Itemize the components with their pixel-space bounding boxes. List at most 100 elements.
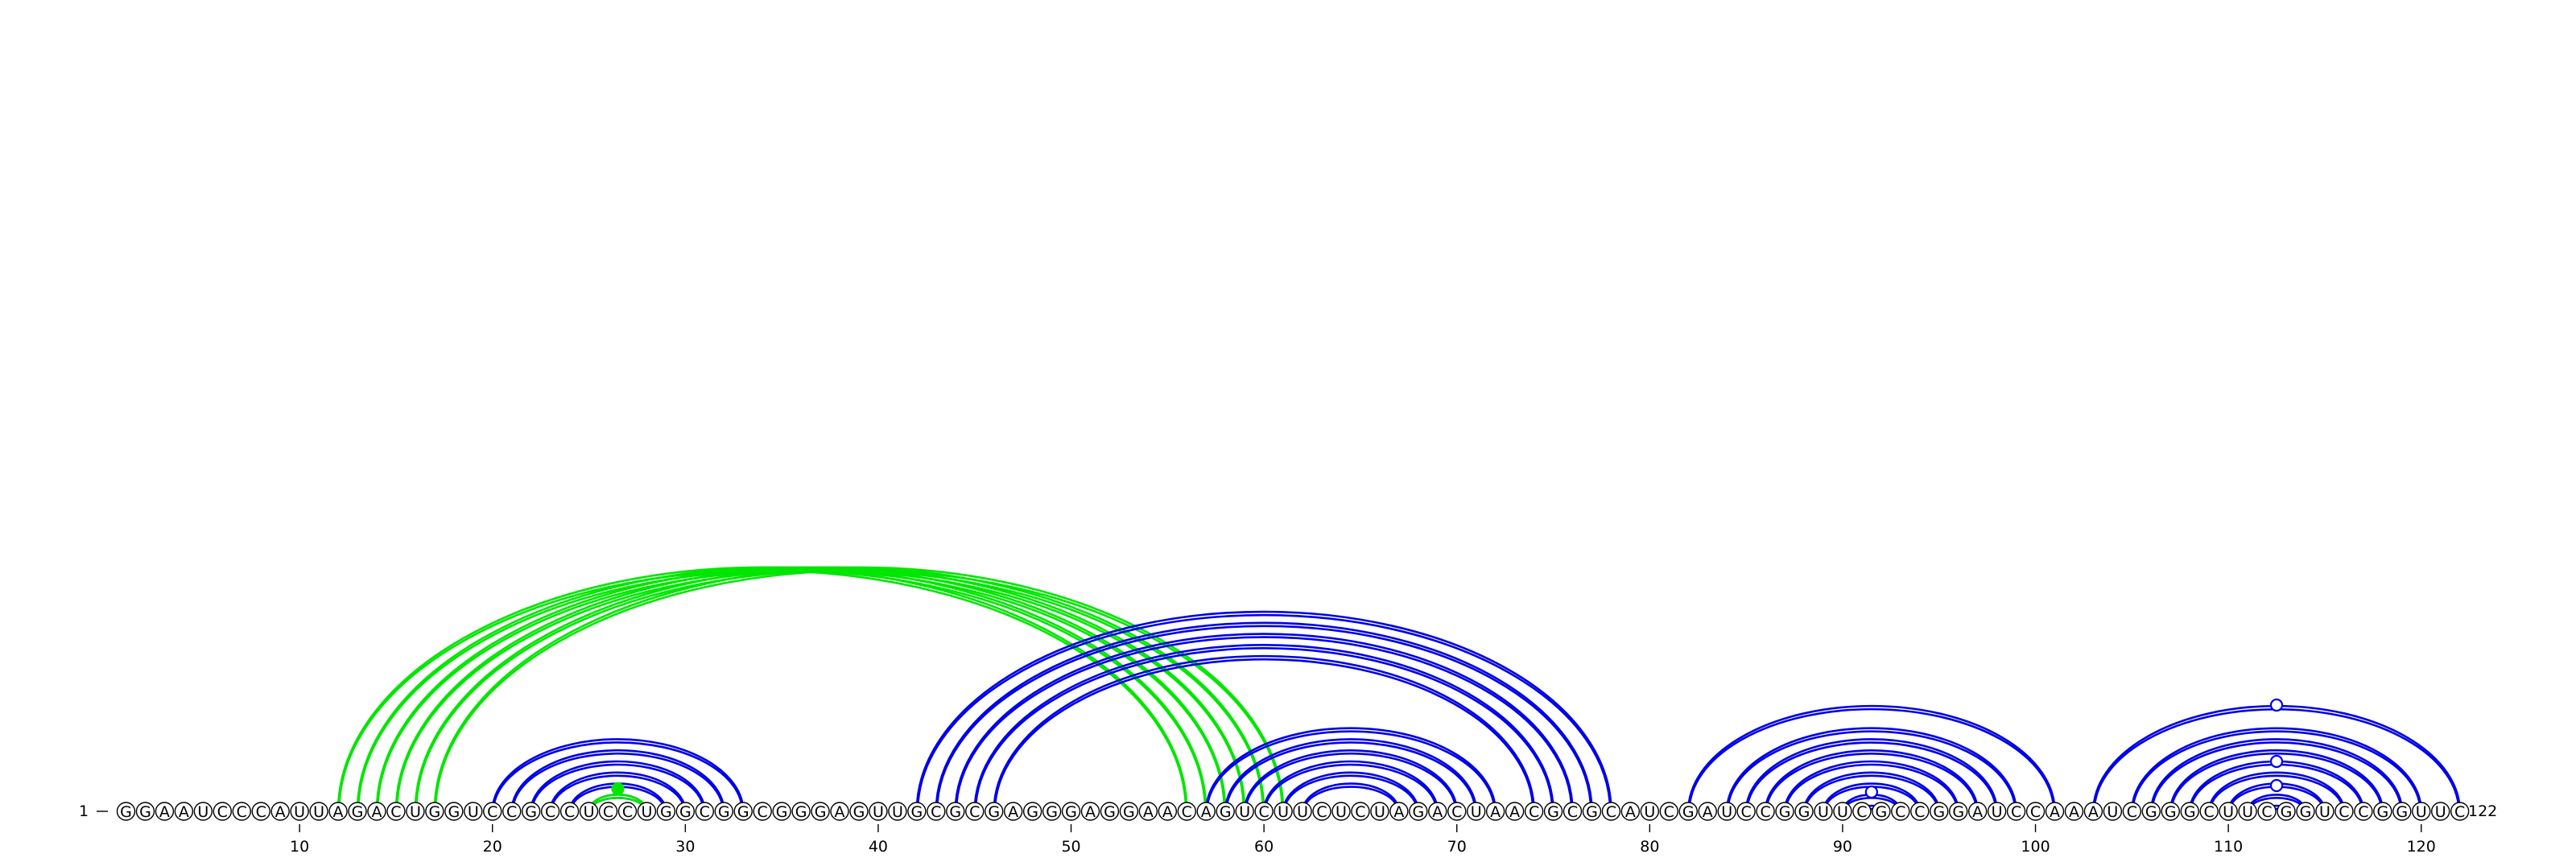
base-pair-arc-88-95 — [1802, 771, 1941, 812]
nucleotide-57: A — [1196, 802, 1216, 821]
nucleotide-letter: C — [2261, 803, 2272, 821]
nucleotide-circle — [1158, 802, 1178, 821]
nucleotide-circle — [1814, 802, 1833, 821]
nucleotide-122: C — [2450, 802, 2470, 821]
nucleotide-105: C — [2122, 802, 2142, 821]
nucleotide-circle — [213, 802, 232, 821]
base-pair-arc-inner-16-60 — [415, 569, 1265, 812]
base-pair-arc-inner-86-97 — [1765, 752, 1978, 812]
nucleotide-18: G — [444, 802, 464, 821]
nucleotide-circle — [2199, 802, 2219, 821]
nucleotide-circle — [2064, 802, 2084, 821]
base-pair-arc-inner-82-101 — [1688, 707, 2055, 812]
nucleotide-letter: U — [1644, 803, 1655, 821]
nucleotide-circle — [2045, 802, 2065, 821]
nucleotide-letter: G — [910, 803, 923, 821]
nucleotide-93: C — [1891, 802, 1910, 821]
base-pair-arc-inner-15-59 — [395, 569, 1245, 812]
nucleotide-circle — [907, 802, 927, 821]
base-pair-arc-inner-45-75 — [974, 647, 1554, 812]
base-pair-arc-109-116 — [2207, 771, 2346, 812]
nucleotide-90: U — [1833, 802, 1852, 821]
nucleotide-circle — [559, 802, 580, 821]
nucleotide-circle — [1254, 802, 1274, 821]
nucleotide-110: U — [2219, 802, 2238, 821]
nucleotide-63: C — [1312, 802, 1331, 821]
nucleotide-55: A — [1158, 802, 1178, 821]
nucleotide-circle — [1948, 802, 1968, 821]
nucleotide-107: G — [2161, 802, 2180, 821]
arc-marker-extra-0 — [2269, 754, 2284, 769]
nucleotide-92: G — [1872, 802, 1891, 821]
nucleotide-73: A — [1505, 802, 1525, 821]
nucleotide-letter: G — [1065, 803, 1077, 821]
nucleotide-circle — [155, 802, 175, 821]
nucleotide-circle — [1042, 802, 1062, 821]
nucleotide-circle — [1061, 802, 1081, 821]
base-pair-arc-inner-105-120 — [2132, 730, 2421, 812]
nucleotide-letter: C — [969, 803, 980, 821]
base-pair-arc-107-118 — [2169, 749, 2384, 812]
nucleotide-circle — [946, 802, 965, 821]
base-pair-arc-84-99 — [1725, 727, 2017, 812]
nucleotide-circle — [1293, 802, 1312, 821]
nucleotide-115: U — [2315, 802, 2334, 821]
nucleotide-letter: C — [2454, 803, 2465, 821]
nucleotide-33: G — [733, 802, 753, 821]
nucleotide-61: U — [1274, 802, 1293, 821]
nucleotide-letter: U — [1278, 803, 1289, 821]
nucleotide-circle — [1119, 802, 1139, 821]
nucleotide-letter: C — [931, 803, 941, 821]
nucleotide-letter: A — [835, 803, 845, 821]
base-pair-arc-57-72 — [1204, 727, 1496, 812]
base-pair-arc-85-98 — [1744, 738, 1998, 812]
nucleotide-letter: C — [603, 803, 613, 821]
nucleotide-circle — [849, 802, 869, 821]
nucleotide-100: C — [2025, 802, 2046, 821]
nucleotide-letter: G — [1779, 803, 1791, 821]
nucleotide-letter: G — [428, 803, 440, 821]
nucleotide-letter: U — [1239, 803, 1250, 821]
nucleotide-circle — [2296, 802, 2315, 821]
nucleotide-letter: A — [1432, 803, 1443, 821]
nucleotide-letter: A — [275, 803, 286, 821]
base-pair-arc-59-70 — [1243, 749, 1459, 812]
nucleotide-circle — [1659, 802, 1679, 821]
nucleotide-letter: A — [1393, 803, 1404, 821]
nucleotide-letter: C — [1182, 803, 1192, 821]
nucleotide-15: C — [386, 802, 406, 821]
nucleotide-82: G — [1678, 802, 1698, 821]
nucleotide-circle — [2025, 802, 2046, 821]
nucleotide-circle — [2141, 802, 2161, 821]
nucleotide-letter: C — [1316, 803, 1327, 821]
nucleotide-71: U — [1466, 802, 1486, 821]
arc-markers — [611, 698, 2284, 799]
nucleotide-95: G — [1930, 802, 1949, 821]
nucleotide-letter: C — [1856, 803, 1867, 821]
nucleotide-circle — [772, 802, 791, 821]
nucleotide-letter: U — [2242, 803, 2253, 821]
nucleotide-letter: C — [622, 803, 633, 821]
nucleotide-44: G — [946, 802, 965, 821]
nucleotide-80: U — [1640, 802, 1660, 821]
base-pair-arc-inner-21-32 — [511, 752, 724, 812]
nucleotide-circle — [1080, 802, 1100, 821]
base-pair-arc-inner-59-70 — [1245, 752, 1457, 812]
nucleotide-letter: A — [179, 803, 189, 821]
nucleotide-circle — [116, 802, 136, 821]
nucleotide-letter: A — [2050, 803, 2060, 821]
nucleotide-circle — [830, 802, 849, 821]
nucleotide-40: U — [869, 802, 888, 821]
nucleotide-circle — [135, 802, 155, 821]
nucleotide-121: U — [2430, 802, 2450, 821]
nucleotide-circle — [328, 802, 348, 821]
nucleotide-99: C — [2006, 802, 2026, 821]
nucleotide-9: A — [270, 802, 290, 821]
nucleotide-letter: G — [737, 803, 749, 821]
nucleotide-circle — [791, 802, 811, 821]
nucleotide-letter: C — [1740, 803, 1751, 821]
nucleotide-84: U — [1717, 802, 1736, 821]
nucleotide-letter: G — [795, 803, 807, 821]
nucleotide-19: U — [464, 802, 483, 821]
nucleotide-letter: C — [545, 803, 555, 821]
